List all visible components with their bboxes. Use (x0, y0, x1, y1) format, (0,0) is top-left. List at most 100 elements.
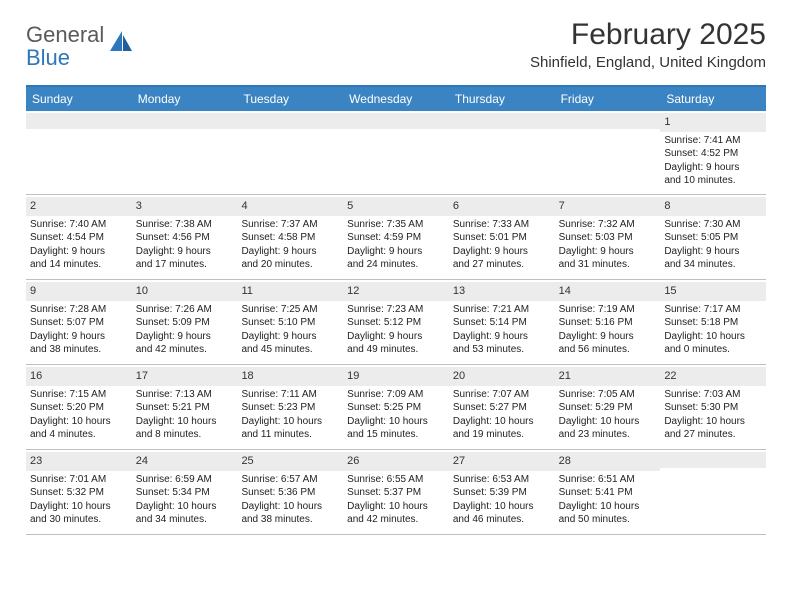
calendar-cell: 26Sunrise: 6:55 AMSunset: 5:37 PMDayligh… (343, 450, 449, 534)
day1-text: Daylight: 10 hours (241, 415, 339, 429)
day-number: 15 (660, 282, 766, 301)
calendar-week-row: 23Sunrise: 7:01 AMSunset: 5:32 PMDayligh… (26, 450, 766, 535)
sunset-text: Sunset: 5:37 PM (347, 486, 445, 500)
calendar-cell: 25Sunrise: 6:57 AMSunset: 5:36 PMDayligh… (237, 450, 343, 534)
calendar-cell: 27Sunrise: 6:53 AMSunset: 5:39 PMDayligh… (449, 450, 555, 534)
day-number: 4 (237, 197, 343, 216)
weekday-header: Sunday (26, 87, 132, 111)
weekday-header: Thursday (449, 87, 555, 111)
day1-text: Daylight: 10 hours (453, 415, 551, 429)
calendar-cell: 1Sunrise: 7:41 AMSunset: 4:52 PMDaylight… (660, 111, 766, 194)
day1-text: Daylight: 9 hours (241, 330, 339, 344)
sunset-text: Sunset: 5:23 PM (241, 401, 339, 415)
sunrise-text: Sunrise: 7:07 AM (453, 388, 551, 402)
sunrise-text: Sunrise: 7:17 AM (664, 303, 762, 317)
weekday-header: Friday (555, 87, 661, 111)
calendar-cell: 5Sunrise: 7:35 AMSunset: 4:59 PMDaylight… (343, 195, 449, 279)
calendar-cell: 18Sunrise: 7:11 AMSunset: 5:23 PMDayligh… (237, 365, 343, 449)
calendar-cell: 8Sunrise: 7:30 AMSunset: 5:05 PMDaylight… (660, 195, 766, 279)
calendar-cell: 9Sunrise: 7:28 AMSunset: 5:07 PMDaylight… (26, 280, 132, 364)
calendar-cell (237, 111, 343, 194)
sunset-text: Sunset: 5:09 PM (136, 316, 234, 330)
sunrise-text: Sunrise: 7:13 AM (136, 388, 234, 402)
day1-text: Daylight: 9 hours (241, 245, 339, 259)
day2-text: and 46 minutes. (453, 513, 551, 527)
sunrise-text: Sunrise: 7:19 AM (559, 303, 657, 317)
day2-text: and 56 minutes. (559, 343, 657, 357)
day-number: 11 (237, 282, 343, 301)
weekday-header: Tuesday (237, 87, 343, 111)
calendar-cell: 11Sunrise: 7:25 AMSunset: 5:10 PMDayligh… (237, 280, 343, 364)
sunset-text: Sunset: 5:20 PM (30, 401, 128, 415)
weekday-header: Saturday (660, 87, 766, 111)
day1-text: Daylight: 10 hours (30, 500, 128, 514)
sunrise-text: Sunrise: 6:53 AM (453, 473, 551, 487)
sunrise-text: Sunrise: 7:33 AM (453, 218, 551, 232)
calendar-week-row: 9Sunrise: 7:28 AMSunset: 5:07 PMDaylight… (26, 280, 766, 365)
day2-text: and 45 minutes. (241, 343, 339, 357)
day2-text: and 14 minutes. (30, 258, 128, 272)
day2-text: and 42 minutes. (136, 343, 234, 357)
sunrise-text: Sunrise: 7:32 AM (559, 218, 657, 232)
page-subtitle: Shinfield, England, United Kingdom (530, 54, 766, 71)
day2-text: and 11 minutes. (241, 428, 339, 442)
calendar-cell: 20Sunrise: 7:07 AMSunset: 5:27 PMDayligh… (449, 365, 555, 449)
day-number: 24 (132, 452, 238, 471)
sunset-text: Sunset: 5:41 PM (559, 486, 657, 500)
calendar-cell: 22Sunrise: 7:03 AMSunset: 5:30 PMDayligh… (660, 365, 766, 449)
day2-text: and 30 minutes. (30, 513, 128, 527)
sunset-text: Sunset: 5:07 PM (30, 316, 128, 330)
sunset-text: Sunset: 5:16 PM (559, 316, 657, 330)
sunset-text: Sunset: 5:39 PM (453, 486, 551, 500)
day2-text: and 10 minutes. (664, 174, 762, 188)
day1-text: Daylight: 10 hours (664, 415, 762, 429)
calendar-cell: 10Sunrise: 7:26 AMSunset: 5:09 PMDayligh… (132, 280, 238, 364)
calendar-week-row: 2Sunrise: 7:40 AMSunset: 4:54 PMDaylight… (26, 195, 766, 280)
sunrise-text: Sunrise: 7:09 AM (347, 388, 445, 402)
sunrise-text: Sunrise: 7:05 AM (559, 388, 657, 402)
day-number: 25 (237, 452, 343, 471)
day-number: 3 (132, 197, 238, 216)
day-number: 18 (237, 367, 343, 386)
sunset-text: Sunset: 5:03 PM (559, 231, 657, 245)
sunrise-text: Sunrise: 7:21 AM (453, 303, 551, 317)
day1-text: Daylight: 9 hours (347, 245, 445, 259)
day-number: 16 (26, 367, 132, 386)
day-number (237, 113, 343, 129)
day-number: 28 (555, 452, 661, 471)
day2-text: and 4 minutes. (30, 428, 128, 442)
day2-text: and 50 minutes. (559, 513, 657, 527)
day-number: 2 (26, 197, 132, 216)
calendar-cell: 7Sunrise: 7:32 AMSunset: 5:03 PMDaylight… (555, 195, 661, 279)
day-number (26, 113, 132, 129)
day-number: 6 (449, 197, 555, 216)
sunrise-text: Sunrise: 7:25 AM (241, 303, 339, 317)
day-number: 12 (343, 282, 449, 301)
day-number (555, 113, 661, 129)
sunrise-text: Sunrise: 7:28 AM (30, 303, 128, 317)
sunset-text: Sunset: 5:36 PM (241, 486, 339, 500)
day2-text: and 17 minutes. (136, 258, 234, 272)
calendar-cell (132, 111, 238, 194)
day-number: 14 (555, 282, 661, 301)
day1-text: Daylight: 9 hours (664, 245, 762, 259)
sunrise-text: Sunrise: 7:30 AM (664, 218, 762, 232)
day1-text: Daylight: 9 hours (136, 330, 234, 344)
sunset-text: Sunset: 5:30 PM (664, 401, 762, 415)
calendar-cell: 15Sunrise: 7:17 AMSunset: 5:18 PMDayligh… (660, 280, 766, 364)
day1-text: Daylight: 10 hours (347, 500, 445, 514)
sunset-text: Sunset: 5:14 PM (453, 316, 551, 330)
day-number: 22 (660, 367, 766, 386)
day1-text: Daylight: 9 hours (664, 161, 762, 175)
day1-text: Daylight: 9 hours (453, 330, 551, 344)
calendar-cell: 21Sunrise: 7:05 AMSunset: 5:29 PMDayligh… (555, 365, 661, 449)
title-block: February 2025 Shinfield, England, United… (530, 18, 766, 71)
day1-text: Daylight: 9 hours (30, 245, 128, 259)
sunset-text: Sunset: 5:18 PM (664, 316, 762, 330)
sunrise-text: Sunrise: 6:59 AM (136, 473, 234, 487)
day2-text: and 19 minutes. (453, 428, 551, 442)
day2-text: and 24 minutes. (347, 258, 445, 272)
sunrise-text: Sunrise: 7:41 AM (664, 134, 762, 148)
calendar-cell: 16Sunrise: 7:15 AMSunset: 5:20 PMDayligh… (26, 365, 132, 449)
sunrise-text: Sunrise: 7:23 AM (347, 303, 445, 317)
